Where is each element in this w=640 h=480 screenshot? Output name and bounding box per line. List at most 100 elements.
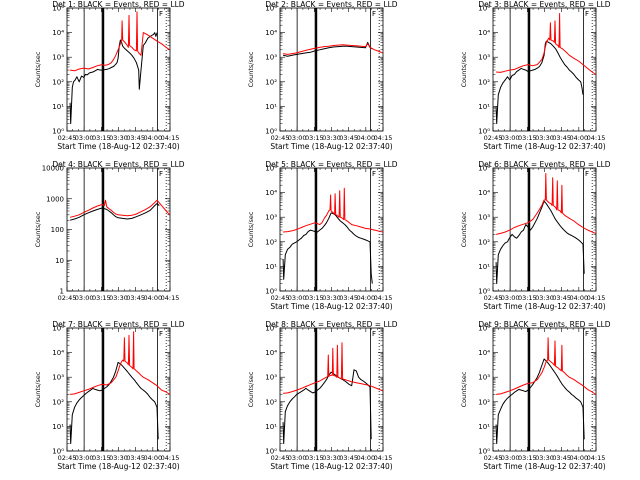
y-tick-label: 1 — [60, 288, 64, 296]
x-tick-label: 02:45 — [58, 454, 77, 462]
y-tick-label: 10¹ — [265, 103, 277, 111]
y-tick-label: 10⁴ — [478, 189, 490, 197]
y-tick-label: 10¹ — [478, 263, 490, 271]
y-tick-label: 10⁴ — [265, 189, 277, 197]
x-tick-label: 02:45 — [271, 294, 290, 302]
chart-title: Det 5: BLACK = Events, RED = LLD — [265, 160, 397, 169]
y-tick-label: 10⁰ — [265, 448, 277, 456]
x-tick-label: 03:30 — [322, 294, 341, 302]
chart-panel-2: 10⁰ 10¹ 10² 10³ 10⁴ 10⁵ 02:4503:0003:1503:3003… — [247, 0, 398, 151]
x-tick-label: 03:45 — [126, 134, 145, 142]
y-tick-label: 10⁴ — [478, 29, 490, 37]
y-tick-label: 10⁵ — [265, 5, 277, 13]
y-tick-label: 10³ — [265, 214, 277, 222]
x-tick-label: 03:00 — [288, 134, 307, 142]
x-tick-label: 03:15 — [305, 454, 324, 462]
series-line-lld — [69, 199, 170, 218]
x-tick-label: 03:15 — [92, 454, 111, 462]
series-line-events — [282, 212, 373, 284]
chart-title: Det 4: BLACK = Events, RED = LLD — [52, 160, 184, 169]
time-marker-label: F — [159, 330, 163, 338]
x-axis-label: Start Time (18-Aug-12 02:37:40) — [270, 462, 392, 471]
plot-frame — [492, 7, 597, 132]
chart-panel-4: 1 10 100 1000 10000 02:4503:0003:1503:3003:45… — [34, 160, 185, 302]
x-tick-label: 03:00 — [288, 294, 307, 302]
x-tick-label: 03:15 — [305, 294, 324, 302]
y-tick-label: 10² — [265, 78, 277, 86]
x-tick-label: 04:00 — [143, 134, 162, 142]
y-tick-label: 100 — [51, 226, 64, 234]
chart-title: Det 9: BLACK = Events, RED = LLD — [478, 320, 610, 329]
chart-panel-1: 10⁰ 10¹ 10² 10³ 10⁴ 10⁵ 02:4503:0003:1503:3003… — [34, 0, 185, 151]
x-tick-label: 03:00 — [288, 454, 307, 462]
x-tick-label: 03:45 — [126, 454, 145, 462]
chart-title: Det 3: BLACK = Events, RED = LLD — [478, 0, 610, 9]
x-axis-label: Start Time (18-Aug-12 02:37:40) — [483, 302, 605, 311]
y-tick-label: 10³ — [478, 54, 490, 62]
x-tick-label: 02:45 — [58, 294, 77, 302]
y-tick-label: 10¹ — [52, 423, 64, 431]
time-marker-label: F — [372, 330, 376, 338]
chart-title: Det 2: BLACK = Events, RED = LLD — [265, 0, 397, 9]
y-tick-label: 10¹ — [52, 103, 64, 111]
series-line-lld — [496, 13, 596, 75]
x-tick-label: 04:15 — [374, 454, 393, 462]
y-tick-label: 10⁵ — [478, 5, 490, 13]
y-tick-label: 10 — [55, 257, 64, 265]
x-tick-label: 03:30 — [109, 134, 128, 142]
x-tick-label: 03:00 — [75, 454, 94, 462]
x-tick-label: 02:45 — [271, 454, 290, 462]
series-line-lld — [70, 11, 170, 72]
y-axis-label: Counts/sec — [460, 51, 468, 87]
x-tick-label: 03:30 — [322, 134, 341, 142]
y-tick-label: 10² — [52, 78, 64, 86]
x-axis-label: Start Time (18-Aug-12 02:37:40) — [483, 462, 605, 471]
y-tick-label: 10⁵ — [52, 325, 64, 333]
x-axis-label: Start Time (18-Aug-12 02:37:40) — [57, 142, 179, 151]
y-tick-label: 10⁴ — [265, 349, 277, 357]
x-tick-label: 03:30 — [535, 454, 554, 462]
y-tick-label: 10⁵ — [265, 165, 277, 173]
x-tick-label: 03:00 — [501, 134, 520, 142]
y-tick-label: 10¹ — [265, 263, 277, 271]
y-tick-label: 10⁰ — [478, 448, 490, 456]
y-tick-label: 10² — [478, 238, 490, 246]
x-tick-label: 03:45 — [339, 454, 358, 462]
x-tick-label: 03:30 — [109, 454, 128, 462]
y-tick-label: 10⁰ — [265, 288, 277, 296]
x-tick-label: 04:15 — [161, 454, 180, 462]
y-tick-label: 10⁵ — [265, 325, 277, 333]
y-tick-label: 10¹ — [478, 423, 490, 431]
x-tick-label: 04:00 — [569, 454, 588, 462]
chart-title: Det 1: BLACK = Events, RED = LLD — [52, 0, 184, 9]
x-tick-label: 04:15 — [161, 134, 180, 142]
x-tick-label: 03:15 — [518, 134, 537, 142]
series-line-lld — [283, 342, 383, 394]
time-marker-label: F — [585, 170, 589, 178]
y-tick-label: 10³ — [265, 54, 277, 62]
y-tick-label: 10⁵ — [52, 5, 64, 13]
x-tick-label: 04:00 — [356, 294, 375, 302]
time-marker-label: F — [585, 10, 589, 18]
y-tick-label: 10⁰ — [52, 128, 64, 136]
plot-frame — [279, 7, 384, 132]
series-line-events — [495, 200, 585, 285]
x-tick-label: 04:00 — [356, 134, 375, 142]
series-line-events — [282, 369, 372, 445]
chart-panel-9: 10⁰ 10¹ 10² 10³ 10⁴ 10⁵ 02:4503:0003:1503:3003… — [460, 320, 611, 471]
series-line-lld — [283, 43, 383, 55]
time-marker-label: F — [372, 170, 376, 178]
x-tick-label: 03:00 — [501, 454, 520, 462]
series-line-lld — [283, 187, 383, 233]
x-tick-label: 03:00 — [75, 294, 94, 302]
x-tick-label: 03:45 — [126, 294, 145, 302]
chart-panel-8: 10⁰ 10¹ 10² 10³ 10⁴ 10⁵ 02:4503:0003:1503:3003… — [247, 320, 398, 471]
x-tick-label: 04:00 — [569, 294, 588, 302]
series-line-events — [495, 358, 585, 445]
x-tick-label: 04:15 — [587, 294, 606, 302]
chart-title: Det 6: BLACK = Events, RED = LLD — [478, 160, 610, 169]
x-tick-label: 03:45 — [339, 294, 358, 302]
y-tick-label: 10⁰ — [478, 288, 490, 296]
x-axis-label: Start Time (18-Aug-12 02:37:40) — [483, 142, 605, 151]
